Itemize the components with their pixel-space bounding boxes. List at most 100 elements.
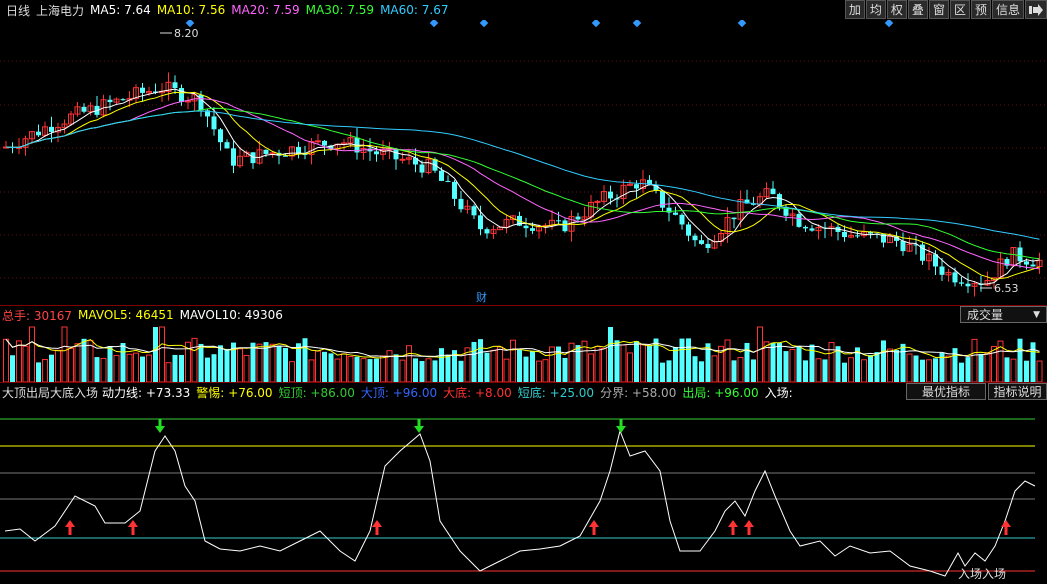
candle-body: [484, 229, 490, 234]
candle-body: [322, 140, 327, 146]
entry-arrow-icon: [1001, 520, 1011, 527]
best-indicator-button[interactable]: 最优指标: [906, 383, 986, 400]
volume-bar: [452, 350, 457, 382]
candle-body: [224, 142, 230, 149]
candle-body: [673, 212, 678, 215]
tb-add-button[interactable]: 加: [844, 0, 865, 19]
tb-range-button[interactable]: 区: [949, 0, 970, 19]
candle-body: [803, 226, 808, 229]
volume-bar: [55, 349, 61, 382]
candle-body: [581, 216, 588, 220]
candle-body: [842, 231, 847, 238]
high-price-label: 8.20: [174, 27, 199, 40]
ind-entry: 入场:: [764, 385, 793, 400]
entry-arrow-icon: [744, 520, 754, 527]
volume-bar: [737, 356, 744, 382]
volume-bar: [445, 354, 451, 382]
candle-body: [783, 206, 789, 216]
volume-bar: [608, 327, 613, 382]
candle-body: [399, 158, 406, 161]
volume-bar: [699, 361, 704, 382]
candle-body: [556, 220, 561, 222]
tb-info-button[interactable]: 信息: [991, 0, 1024, 19]
tb-average-button[interactable]: 均: [865, 0, 886, 19]
volume-bar: [94, 357, 100, 382]
volume-bar: [406, 345, 412, 382]
volume-bar: [374, 358, 379, 382]
volume-bar: [87, 340, 94, 382]
volume-bar: [224, 348, 230, 382]
candle-body: [770, 188, 776, 195]
volume-bar: [848, 357, 854, 382]
volume-selector-label: 成交量: [967, 308, 1004, 322]
volume-bar: [1010, 358, 1017, 382]
exit-arrow-icon: [414, 426, 424, 433]
volume-legend: 总手: 30167 MAVOL5: 46451 MAVOL10: 49306: [2, 306, 289, 324]
volume-bar: [237, 348, 243, 382]
tb-alert-button[interactable]: 预: [970, 0, 991, 19]
candle-body: [906, 243, 913, 252]
volume-bar: [256, 343, 263, 382]
ind-exit: 出局: +96.00: [682, 385, 759, 400]
power-line: [4, 429, 1036, 577]
volume-bar: [61, 326, 68, 382]
candle-body: [413, 157, 418, 165]
candle-body: [328, 145, 334, 149]
volume-bar: [68, 347, 74, 382]
candle-body: [133, 87, 139, 100]
period-label: 日线: [6, 3, 31, 18]
volume-bar: [478, 339, 483, 382]
volume-bar: [1004, 357, 1010, 382]
volume-selector[interactable]: 成交量 ▼: [960, 306, 1047, 323]
candle-body: [523, 225, 529, 229]
volume-bar: [809, 344, 815, 382]
volume-bar: [640, 344, 646, 382]
candle-body: [478, 215, 483, 230]
candle-body: [22, 138, 29, 148]
candle-body: [815, 227, 822, 232]
candle-body: [68, 113, 74, 125]
volume-bar: [347, 356, 354, 382]
candle-body: [789, 213, 796, 217]
volume-bar: [536, 360, 542, 382]
candle-body: [1024, 261, 1029, 265]
entry-arrow-icon: [728, 520, 738, 527]
tb-overlay-button[interactable]: 叠: [907, 0, 928, 19]
candle-body: [601, 191, 607, 202]
candle-body: [952, 272, 958, 283]
tb-window-button[interactable]: 窗: [928, 0, 949, 19]
volume-bar: [789, 348, 796, 382]
volume-bar: [562, 357, 568, 382]
indicator-explain-button[interactable]: 指标说明: [988, 383, 1047, 400]
volume-bar: [191, 337, 198, 382]
volume-bar: [471, 341, 477, 382]
volume-bar: [770, 342, 776, 382]
volume-bar: [777, 342, 782, 382]
volume-bar: [198, 343, 204, 382]
candle-body: [172, 82, 178, 89]
candle-body: [894, 236, 899, 241]
candle-body: [146, 90, 152, 94]
exit-icon[interactable]: [1025, 0, 1047, 19]
volume-bar: [22, 345, 29, 382]
volume-bar: [120, 343, 126, 382]
candle-body: [296, 146, 301, 154]
toolbar: 加 均 权 叠 窗 区 预 信息: [844, 0, 1047, 19]
low-price-label: 6.53: [994, 282, 1019, 295]
volume-bar: [1036, 360, 1043, 382]
candle-body: [393, 148, 399, 160]
volume-bar: [868, 355, 873, 382]
tb-rights-button[interactable]: 权: [886, 0, 907, 19]
volume-bar: [634, 341, 639, 382]
volume-bar: [81, 338, 87, 382]
volume-bar: [231, 342, 236, 382]
candle-body: [1017, 247, 1023, 262]
candle-body: [744, 199, 750, 204]
volume-bar: [835, 346, 841, 382]
volume-bar: [757, 326, 763, 382]
mavol5-line: [5, 338, 1040, 359]
candle-body: [283, 155, 288, 157]
volume-bar: [542, 359, 549, 382]
volume-bar: [140, 356, 145, 382]
volume-bar: [503, 358, 510, 382]
